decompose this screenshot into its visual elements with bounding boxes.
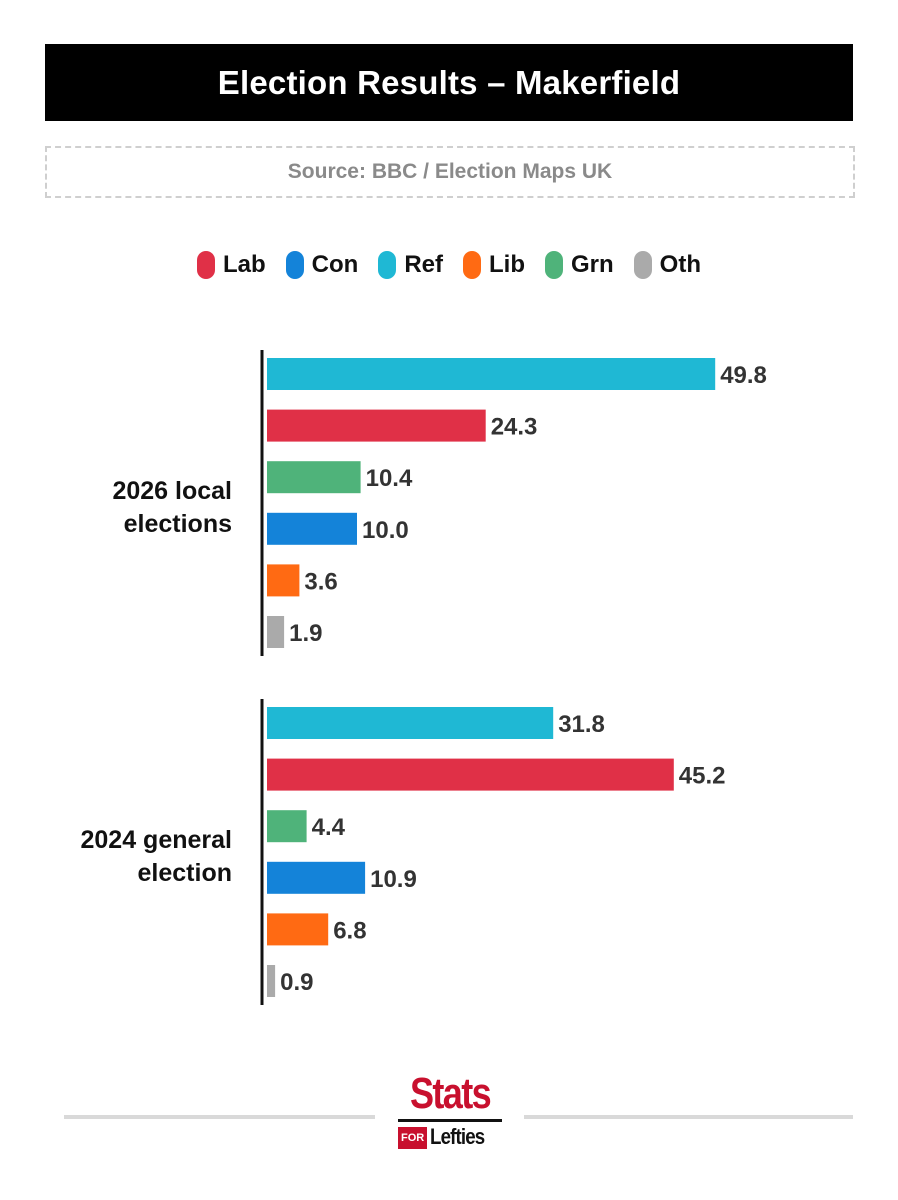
legend-item-oth: Oth (633, 251, 701, 279)
bar-chart: 2026 local elections 49.8 24.3 10.4 10.0 3.6 1.… (81, 350, 767, 1005)
bar-grn (267, 461, 361, 494)
stats-for-lefties-logo: Stats FOR Lefties (388, 1072, 512, 1154)
legend-swatch (463, 251, 481, 279)
legend-swatch (197, 251, 215, 279)
data-label: 24.3 (491, 414, 538, 441)
group-label: 2026 local (112, 477, 232, 505)
legend-item-lib: Lib (463, 251, 525, 279)
source-box: Source: BBC / Election Maps UK (45, 146, 855, 198)
data-label: 4.4 (312, 814, 346, 841)
data-label: 45.2 (679, 763, 726, 790)
legend-swatch (545, 251, 563, 279)
legend-item-grn: Grn (545, 251, 614, 279)
data-label: 31.8 (558, 711, 605, 738)
group-label: election (138, 859, 232, 887)
footer-rule-right (524, 1115, 853, 1119)
footer-rule-left (64, 1115, 375, 1119)
data-label: 3.6 (304, 568, 337, 595)
data-label: 0.9 (280, 969, 313, 996)
chart-title: Election Results – Makerfield (217, 63, 681, 101)
legend-item-ref: Ref (378, 251, 443, 279)
legend: Lab Con Ref Lib Grn Oth (0, 248, 898, 282)
bar-lib (267, 913, 329, 946)
bar-con (267, 512, 357, 545)
legend-label: Lib (489, 251, 525, 278)
data-label: 10.4 (366, 465, 413, 492)
legend-label: Con (311, 251, 359, 278)
legend-swatch (633, 251, 652, 279)
logo-for-badge: FOR (398, 1127, 428, 1149)
legend-swatch (378, 251, 397, 279)
data-label: 49.8 (720, 362, 767, 389)
logo-underline (398, 1119, 502, 1122)
bar-ref (267, 707, 554, 739)
group-label: elections (124, 510, 232, 538)
legend-swatch (285, 251, 304, 279)
legend-label: Lab (223, 251, 266, 278)
group-label: 2024 general (81, 826, 233, 854)
legend-label: Grn (571, 251, 614, 278)
data-label: 10.0 (362, 517, 409, 544)
legend-label: Oth (659, 251, 701, 278)
data-label: 1.9 (289, 620, 322, 647)
data-label: 6.8 (333, 917, 366, 944)
legend-label: Ref (404, 251, 443, 278)
bar-ref (267, 358, 716, 390)
bar-lab (267, 758, 674, 791)
bar-con (267, 861, 366, 894)
data-label: 10.9 (370, 866, 417, 893)
legend-item-con: Con (285, 251, 359, 279)
chart-title-bar: Election Results – Makerfield (45, 44, 853, 121)
logo-lefties-text: Lefties (430, 1124, 485, 1149)
source-text: Source: BBC / Election Maps UK (287, 160, 613, 183)
bar-grn (267, 810, 307, 843)
bar-lib (267, 564, 300, 597)
bar-lab (267, 409, 486, 442)
bar-oth (267, 965, 276, 997)
legend-item-lab: Lab (197, 251, 266, 279)
bar-oth (267, 616, 285, 648)
logo-stats-text: Stats (409, 1069, 492, 1118)
